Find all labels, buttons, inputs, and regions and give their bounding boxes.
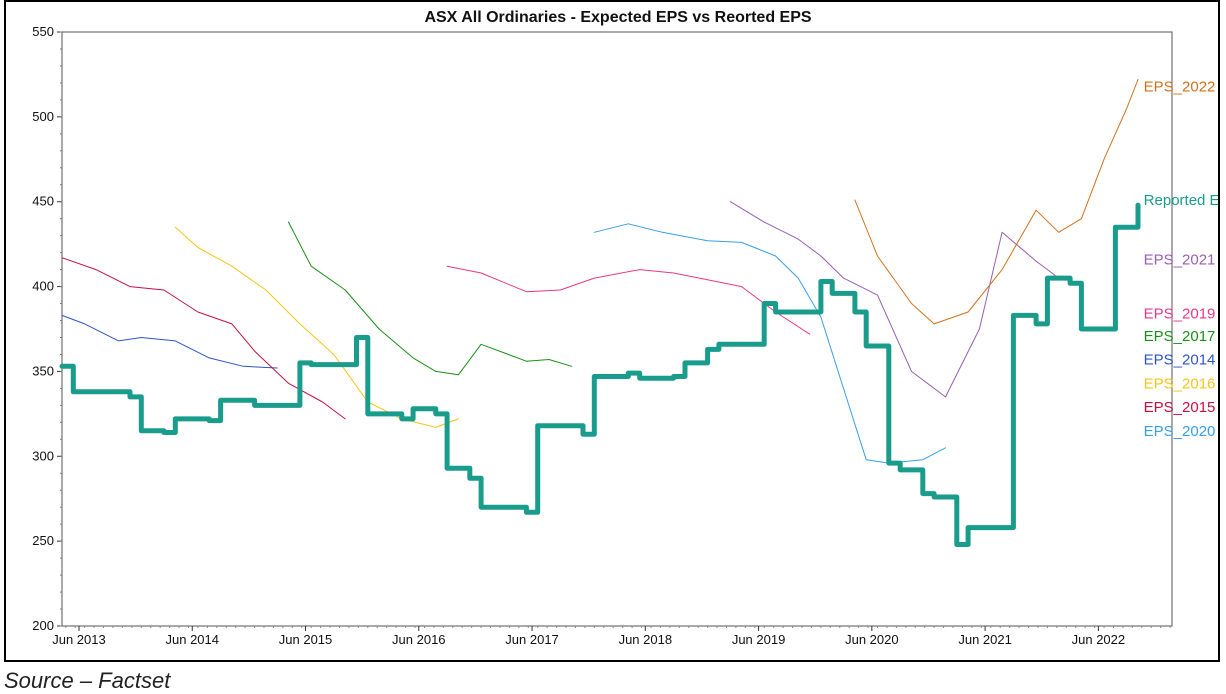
y-tick-label: 500 [32,109,54,124]
y-tick-label: 200 [32,618,54,633]
x-tick-label: Jun 2018 [619,632,673,647]
series-label-eps-2015: EPS_2015 [1144,399,1216,416]
chart-title: ASX All Ordinaries - Expected EPS vs Reo… [424,9,811,26]
x-tick-label: Jun 2017 [505,632,559,647]
plot-area [61,31,1173,627]
axes: 200 250 300 350 400 450 500 550 Jun 2013 Jun 2014… [32,24,1171,647]
series-line-eps-2016 [174,226,459,428]
x-tick-label: Jun 2020 [845,632,899,647]
series-line-eps-2020 [593,223,946,464]
series-layer [59,79,1141,547]
y-tick-label: 250 [32,533,54,548]
chart-frame: ASX All Ordinaries - Expected EPS vs Reo… [4,0,1220,662]
series-line-eps-2014 [61,314,278,369]
series-label-eps-2022: EPS_2022 [1144,78,1216,95]
x-tick-label: Jun 2014 [166,632,220,647]
series-line-eps-2017 [288,221,573,376]
source-note: Source – Factset [4,668,171,693]
x-tick-label: Jun 2015 [279,632,333,647]
y-tick-label: 400 [32,279,54,294]
series-label-eps-2014: EPS_2014 [1144,352,1216,369]
series-label-reported-eps: Reported EPS [1144,192,1218,209]
series-line-eps-2015 [61,257,346,420]
series-label-eps-2020: EPS_2020 [1144,423,1216,440]
series-line-eps-2021 [729,201,1060,398]
y-tick-label: 450 [32,194,54,209]
series-line-eps-2019 [446,265,811,335]
series-label-eps-2017: EPS_2017 [1144,328,1216,345]
x-tick-label: Jun 2016 [392,632,446,647]
x-tick-label: Jun 2013 [52,632,106,647]
y-tick-label: 550 [32,24,54,39]
y-tick-label: 350 [32,363,54,378]
x-tick-label: Jun 2021 [958,632,1012,647]
series-label-eps-2019: EPS_2019 [1144,306,1216,323]
y-tick-label: 300 [32,448,54,463]
series-labels: EPS_2022 Reported EPS EPS_2021 EPS_2019 EPS_… [1144,78,1218,440]
series-line-reported-eps [59,202,1141,547]
x-tick-label: Jun 2019 [732,632,786,647]
x-tick-label: Jun 2022 [1072,632,1126,647]
series-label-eps-2021: EPS_2021 [1144,251,1216,268]
series-line-eps-2022 [854,79,1139,325]
series-label-eps-2016: EPS_2016 [1144,375,1216,392]
eps-line-chart: ASX All Ordinaries - Expected EPS vs Reo… [32,9,1218,647]
